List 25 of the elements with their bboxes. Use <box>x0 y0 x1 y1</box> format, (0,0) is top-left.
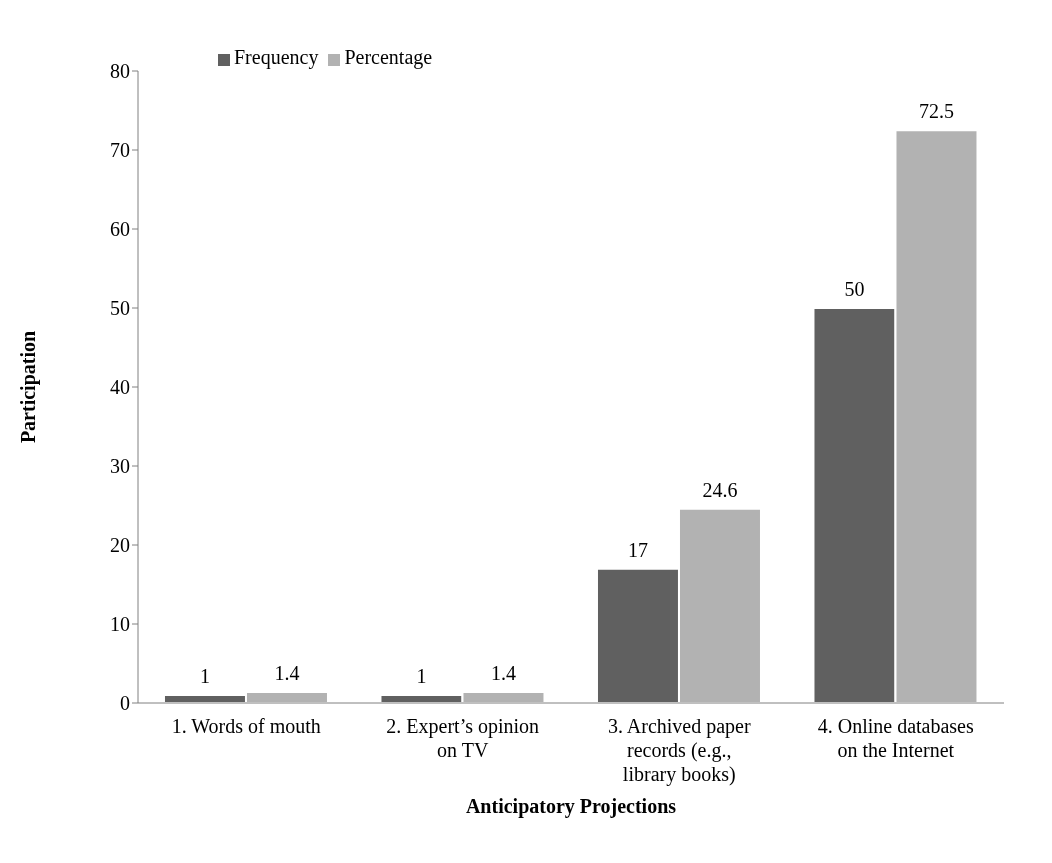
x-tick-label: 2. Expert’s opinion on TV <box>386 715 540 761</box>
y-tick-label: 40 <box>110 376 130 399</box>
data-label: 72.5 <box>918 100 954 123</box>
data-label: 17 <box>627 538 648 561</box>
data-label: 1.4 <box>490 661 516 684</box>
x-tick-label: 4. Online databases on the Internet <box>817 715 974 761</box>
y-tick-label: 80 <box>110 60 130 83</box>
data-label: 50 <box>844 278 865 300</box>
data-label: 1 <box>199 665 210 688</box>
y-tick-label: 50 <box>110 297 130 320</box>
y-tick-label: 70 <box>110 139 130 162</box>
y-tick-label: 20 <box>110 534 130 557</box>
legend-label: Percentage <box>344 46 433 68</box>
y-tick-label: 30 <box>110 455 130 478</box>
x-tick-label: 1. Words of mouth <box>171 715 321 737</box>
y-tick-label: 60 <box>110 218 130 241</box>
y-tick-label: 10 <box>110 613 130 636</box>
data-label: 1 <box>416 665 427 688</box>
legend-label: Frequency <box>234 46 319 68</box>
data-label: 24.6 <box>702 478 738 501</box>
data-label: 1.4 <box>274 661 300 684</box>
x-axis-title: Anticipatory Projections <box>465 795 677 818</box>
y-tick-label: 0 <box>120 692 130 715</box>
x-tick-label: 3. Archived paper records (e.g., library books) <box>607 715 751 786</box>
y-axis-title: Participation <box>17 330 41 444</box>
